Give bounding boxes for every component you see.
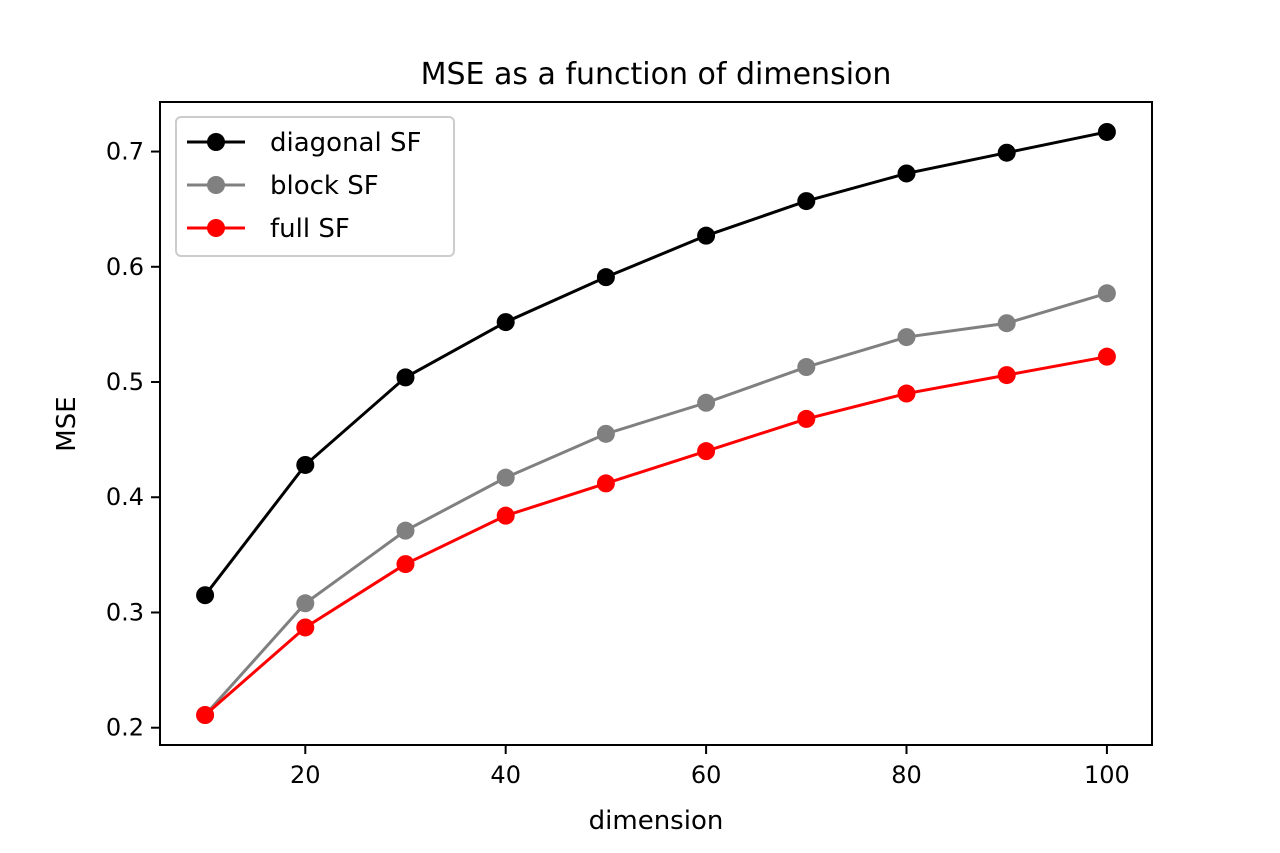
data-point [196,586,215,605]
series-block-sf [196,284,1116,725]
x-tick-label: 80 [891,761,922,789]
data-point [396,368,415,387]
data-point [897,384,916,403]
data-point [897,328,916,347]
data-point [296,594,315,613]
data-point [697,442,716,461]
series-layer [196,122,1116,725]
series-line [204,355,1108,717]
legend-marker [207,176,225,194]
series-line [203,130,1108,597]
data-point [1097,284,1116,303]
data-point [997,366,1016,385]
data-point [1097,122,1116,141]
legend-marker [207,133,225,151]
legend-marker [207,219,225,237]
data-point [496,313,515,332]
x-tick-label: 20 [290,761,321,789]
x-axis-label: dimension [589,806,724,836]
legend-label: diagonal SF [270,128,421,158]
x-tick-label: 60 [691,761,722,789]
y-tick-label: 0.4 [106,483,144,511]
y-tick-label: 0.5 [106,368,144,396]
data-point [897,164,916,183]
x-axis-ticks: 20 40 60 80 100 [290,745,1130,789]
data-point [797,192,816,211]
data-point [797,409,816,428]
plot-frame [159,101,1153,746]
data-point [496,506,515,525]
y-axis-label: MSE [52,396,82,451]
data-point [997,143,1016,162]
data-point [1097,347,1116,366]
series-diagonal-sf [196,122,1116,605]
legend-label: block SF [270,171,379,201]
y-tick-label: 0.7 [106,138,144,166]
data-point [596,268,615,287]
data-point [697,226,716,245]
data-point [997,314,1016,333]
data-point [196,706,215,725]
x-tick-label: 40 [490,761,521,789]
data-point [697,393,716,412]
legend-box [175,116,455,257]
data-point [396,555,415,574]
data-point [596,424,615,443]
legend-label: full SF [270,214,350,244]
data-point [296,455,315,474]
y-axis-ticks: 0.2 0.3 0.4 0.5 0.6 0.7 [106,138,160,742]
data-point [396,521,415,540]
data-point [797,358,816,377]
y-tick-label: 0.2 [106,714,144,742]
y-tick-label: 0.3 [106,598,144,626]
chart-title: MSE as a function of dimension [421,57,892,92]
series-line [203,291,1108,717]
data-point [596,474,615,493]
x-tick-label: 100 [1084,761,1130,789]
data-point [496,468,515,487]
y-tick-label: 0.6 [106,253,144,281]
series-full-sf [196,347,1116,725]
legend: diagonal SF block SF full SF [175,116,455,257]
data-point [296,618,315,637]
